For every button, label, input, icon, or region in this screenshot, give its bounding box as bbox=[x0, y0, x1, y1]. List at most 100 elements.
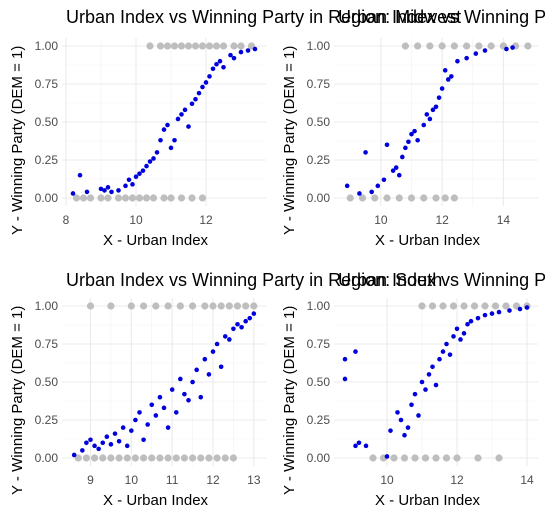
data-point bbox=[186, 124, 191, 129]
data-point bbox=[458, 337, 463, 342]
data-point bbox=[86, 194, 95, 202]
data-point bbox=[239, 324, 244, 330]
data-point bbox=[381, 177, 387, 183]
data-point bbox=[214, 341, 220, 347]
data-point bbox=[186, 397, 191, 403]
data-point bbox=[402, 432, 407, 438]
data-point bbox=[86, 302, 95, 310]
x-tick-label: 9 bbox=[87, 473, 94, 487]
data-point bbox=[213, 454, 221, 462]
data-point bbox=[437, 356, 442, 362]
data-point bbox=[193, 96, 198, 102]
data-point bbox=[154, 150, 160, 155]
data-point bbox=[449, 74, 454, 79]
data-point bbox=[225, 302, 233, 310]
y-tick-label: 0.00 bbox=[35, 451, 59, 465]
data-point bbox=[133, 417, 138, 423]
data-point bbox=[453, 454, 461, 462]
data-point bbox=[426, 42, 434, 50]
data-point bbox=[108, 442, 114, 447]
chart-title: Urban Index vs Winning Party in Region: … bbox=[338, 7, 545, 27]
data-point bbox=[432, 454, 440, 462]
data-point bbox=[390, 454, 398, 462]
y-tick-label: 0.50 bbox=[307, 115, 331, 129]
data-point bbox=[127, 302, 135, 310]
data-point bbox=[80, 448, 85, 453]
data-point bbox=[358, 194, 367, 202]
x-tick-label: 12 bbox=[435, 213, 449, 227]
data-point bbox=[507, 308, 512, 313]
data-point bbox=[487, 42, 495, 50]
data-point bbox=[421, 122, 427, 128]
data-point bbox=[475, 315, 481, 321]
data-point bbox=[131, 454, 140, 462]
data-point bbox=[222, 334, 228, 339]
data-point bbox=[363, 150, 368, 155]
data-point bbox=[217, 58, 223, 64]
data-point bbox=[436, 95, 442, 100]
chart-title: Urban Index vs Winning Party in Region: … bbox=[338, 270, 545, 290]
data-point bbox=[495, 454, 503, 462]
data-point bbox=[206, 372, 212, 377]
data-point bbox=[357, 191, 362, 196]
data-point bbox=[156, 42, 165, 50]
x-tick-label: 12 bbox=[199, 213, 213, 227]
y-tick-label: 0.25 bbox=[35, 413, 59, 427]
data-point bbox=[463, 42, 471, 50]
data-point bbox=[161, 405, 167, 411]
data-point bbox=[170, 42, 179, 50]
data-point bbox=[450, 194, 458, 202]
data-point bbox=[401, 42, 409, 50]
data-point bbox=[415, 137, 420, 143]
data-point bbox=[412, 391, 418, 397]
data-point bbox=[228, 52, 233, 58]
data-point bbox=[218, 364, 224, 370]
chart-panel-northeast: 10 12 14 0.00 0.25 0.50 0.75 1.00 Urban Index v… bbox=[272, 0, 545, 260]
y-tick-label: 0.00 bbox=[35, 191, 59, 205]
data-point bbox=[411, 454, 419, 462]
data-point bbox=[71, 452, 77, 458]
data-point bbox=[353, 349, 358, 354]
data-point bbox=[383, 194, 391, 202]
data-point bbox=[455, 58, 460, 64]
data-point bbox=[470, 302, 479, 310]
data-point bbox=[444, 341, 449, 347]
data-point bbox=[517, 306, 523, 312]
data-point bbox=[137, 171, 142, 176]
data-point bbox=[445, 77, 451, 82]
data-point bbox=[475, 42, 483, 50]
data-point bbox=[221, 454, 229, 462]
y-axis-label: Y - Winning Party (DEM = 1) bbox=[9, 45, 26, 235]
y-axis-label: Y - Winning Party (DEM = 1) bbox=[9, 305, 26, 495]
data-point bbox=[92, 443, 97, 449]
x-tick-label: 14 bbox=[497, 213, 511, 227]
data-point bbox=[149, 194, 158, 202]
data-point bbox=[426, 372, 432, 377]
data-point bbox=[158, 137, 163, 143]
data-point bbox=[139, 302, 148, 310]
data-point bbox=[84, 189, 90, 195]
y-axis-label: Y - Winning Party (DEM = 1) bbox=[281, 305, 298, 495]
data-point bbox=[109, 189, 114, 195]
data-point bbox=[77, 172, 83, 178]
data-point bbox=[502, 302, 510, 310]
y-tick-label: 0.75 bbox=[307, 77, 331, 91]
data-point bbox=[164, 302, 172, 310]
data-point bbox=[84, 440, 89, 446]
data-point bbox=[369, 189, 374, 195]
x-axis-label: X - Urban Index bbox=[103, 492, 209, 509]
data-point bbox=[177, 194, 186, 202]
data-point bbox=[375, 183, 381, 189]
data-point bbox=[194, 367, 199, 373]
y-tick-label: 0.25 bbox=[35, 153, 59, 167]
data-point bbox=[123, 183, 128, 189]
data-point bbox=[390, 168, 396, 173]
plot-svg: 8 10 12 0.00 0.25 0.50 0.75 1.00 bbox=[35, 38, 266, 227]
x-tick-label: 12 bbox=[206, 473, 220, 487]
data-point bbox=[176, 302, 184, 310]
y-tick-label: 0.50 bbox=[307, 375, 331, 389]
data-point bbox=[82, 454, 91, 462]
y-axis-label: Y - Winning Party (DEM = 1) bbox=[281, 45, 298, 235]
data-point bbox=[201, 302, 209, 310]
data-point bbox=[342, 356, 348, 362]
